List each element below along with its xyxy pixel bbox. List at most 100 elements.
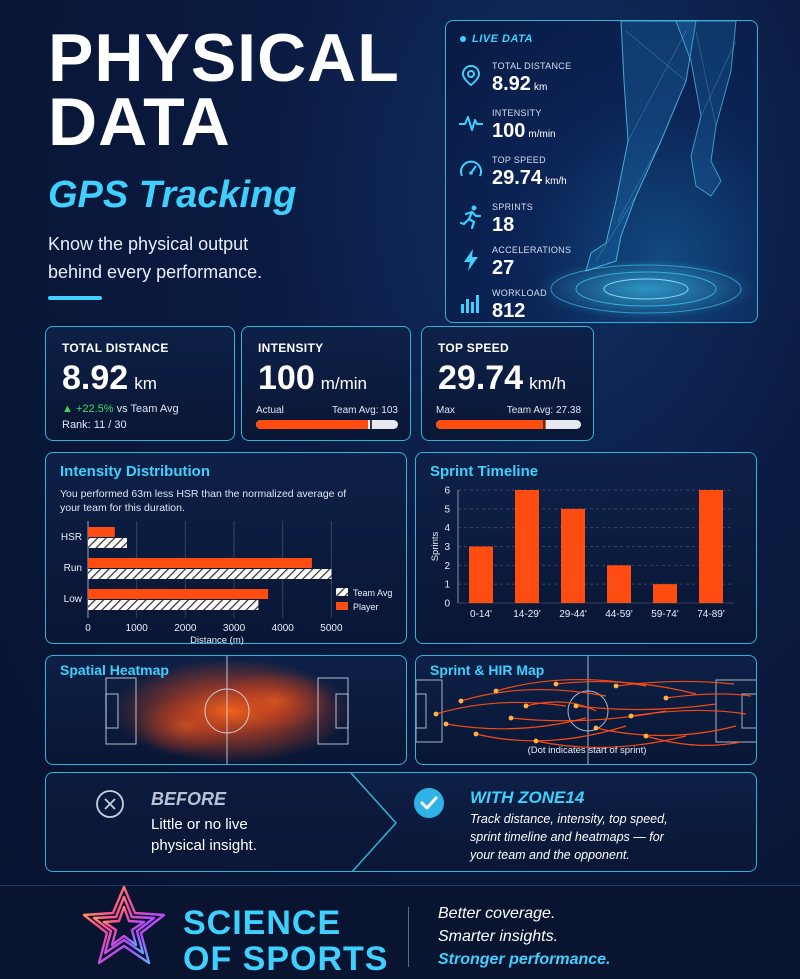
before-text-line: physical insight.: [151, 837, 257, 854]
page-tagline: Know the physical output behind every pe…: [48, 230, 348, 286]
brand-name: SCIENCE OF SPORTS: [183, 905, 388, 977]
x-tick-label: 0: [85, 623, 91, 634]
brand-line: SCIENCE: [183, 904, 342, 942]
stat-card-top-speed: TOP SPEED 29.74 km/h Max Team Avg: 27.38: [421, 326, 594, 441]
y-tick-label: 4: [444, 523, 450, 534]
live-value: 812: [492, 300, 526, 322]
intensity-distribution-chart: 0 1000 2000 3000 4000 5000 Distance (m) HSR Run L…: [61, 521, 392, 645]
before-text-line: Little or no live: [151, 816, 248, 833]
legend-label-team: Team Avg: [353, 588, 392, 598]
live-item-accelerations: ACCELERATIONS 27: [458, 241, 598, 281]
y-tick-label: 6: [444, 486, 450, 497]
stat-label: TOTAL DISTANCE: [62, 341, 169, 355]
before-text: Little or no live physical insight.: [151, 814, 257, 856]
distance-rank: Rank: 11 / 30: [62, 419, 127, 431]
live-label: INTENSITY: [492, 108, 542, 118]
live-value: 29.74 km/h: [492, 167, 567, 189]
with-text: Track distance, intensity, top speed, sp…: [470, 810, 668, 864]
bar-chart-icon: [461, 295, 479, 313]
sprint-bar: [607, 565, 631, 603]
speed-team-marker: [543, 420, 546, 429]
heatmap-pitch: [105, 656, 351, 764]
tagline-line: Smarter insights.: [438, 928, 559, 945]
live-value: 8.92 km: [492, 73, 548, 95]
location-pin-icon: [461, 64, 481, 87]
x-tick-label: 14-29': [513, 609, 541, 620]
y-axis-label: Sprints: [430, 531, 441, 561]
y-tick-label: 5: [444, 504, 450, 515]
footer-divider: [408, 907, 409, 967]
sprint-map-pitch: [416, 656, 756, 764]
live-data-header-label: LIVE DATA: [472, 33, 533, 45]
intensity-progress-bar: [256, 420, 398, 429]
y-tick-label: 2: [444, 561, 450, 572]
speed-left-caption: Max: [436, 405, 455, 416]
panel-title: Sprint Timeline: [430, 463, 539, 480]
y-tick-label: 1: [444, 580, 450, 591]
live-label: WORKLOAD: [492, 288, 547, 298]
runner-icon: [459, 205, 482, 230]
live-value: 27: [492, 257, 515, 279]
tagline-line: Stronger performance.: [438, 951, 611, 968]
comparison-panel: BEFORE Little or no live physical insigh…: [45, 772, 757, 872]
spatial-heatmap-panel: Spatial Heatmap: [45, 655, 407, 765]
speed-progress-fill: [436, 420, 547, 429]
sprint-bar: [515, 490, 539, 603]
pulse-icon: [459, 116, 483, 131]
leg-illustration: [536, 21, 756, 319]
x-tick-label: 74-89': [697, 609, 725, 620]
legend-swatch-player: [336, 602, 348, 610]
x-tick-label: 4000: [272, 623, 295, 634]
live-item-intensity: INTENSITY 100 m/min: [458, 104, 598, 144]
with-text-line: your team and the opponent.: [470, 848, 630, 862]
lightning-icon: [464, 249, 478, 271]
footer-tagline: Better coverage. Smarter insights. Stron…: [438, 902, 610, 971]
stat-value: 29.74 km/h: [438, 359, 566, 397]
stat-label: INTENSITY: [258, 341, 324, 355]
star-logo-icon: [82, 885, 166, 965]
stat-card-intensity: INTENSITY 100 m/min Actual Team Avg: 103: [241, 326, 411, 441]
before-title: BEFORE: [151, 789, 227, 809]
speed-right-caption: Team Avg: 27.38: [506, 405, 581, 416]
stat-value: 100 m/min: [258, 359, 368, 397]
live-data-panel: LIVE DATA TOTAL DISTANCE 8.92 km INTENSIT…: [445, 20, 758, 323]
live-value: 100 m/min: [492, 120, 556, 142]
x-tick-label: 1000: [126, 623, 149, 634]
tagline-line: Better coverage.: [438, 905, 556, 922]
sprint-timeline-panel: Sprint Timeline 0 1 2 3 4 5 6 Sprints 0-14' 14-29…: [415, 452, 757, 644]
tagline-line-2: behind every performance.: [48, 262, 263, 282]
panel-description: You performed 63m less HSR than the norm…: [60, 488, 347, 514]
speedometer-icon: [460, 160, 482, 177]
x-tick-label: 59-74': [651, 609, 679, 620]
title-line-1: PHYSICAL: [48, 20, 400, 96]
stat-card-distance: TOTAL DISTANCE 8.92 km ▲ +22.5% vs Team A…: [45, 326, 235, 441]
y-tick-label: Run: [64, 563, 82, 574]
sprint-bar: [561, 508, 585, 603]
bar-team-run: [88, 569, 332, 579]
sprint-hir-map-panel: Sprint & HIR Map (Dot indicates start of…: [415, 655, 757, 765]
legend-swatch-team: [336, 588, 348, 596]
live-item-total-distance: TOTAL DISTANCE 8.92 km: [458, 57, 598, 97]
stat-label: TOP SPEED: [438, 341, 509, 355]
live-label: TOTAL DISTANCE: [492, 61, 572, 71]
stat-value: 8.92 km: [62, 359, 157, 397]
live-dot-icon: [460, 36, 466, 43]
panel-title: Spatial Heatmap: [60, 662, 169, 678]
with-text-line: sprint timeline and heatmaps — for: [470, 830, 664, 844]
x-tick-label: 5000: [320, 623, 343, 634]
live-label: ACCELERATIONS: [492, 245, 572, 255]
x-tick-label: 2000: [174, 623, 197, 634]
intensity-progress-fill: [256, 420, 369, 429]
bar-team-low: [88, 600, 259, 610]
intensity-team-marker: [369, 420, 372, 429]
x-tick-label: 44-59': [605, 609, 633, 620]
with-text-line: Track distance, intensity, top speed,: [470, 812, 668, 826]
sprint-bar: [699, 490, 723, 603]
brand-line: OF SPORTS: [183, 940, 389, 978]
x-axis-label: Distance (m): [190, 635, 244, 645]
live-label: TOP SPEED: [492, 155, 546, 165]
distance-delta: ▲ +22.5% vs Team Avg: [62, 403, 179, 415]
y-tick-label: 0: [444, 599, 450, 610]
close-circle-icon: [96, 790, 124, 818]
intensity-right-caption: Team Avg: 103: [332, 405, 398, 416]
